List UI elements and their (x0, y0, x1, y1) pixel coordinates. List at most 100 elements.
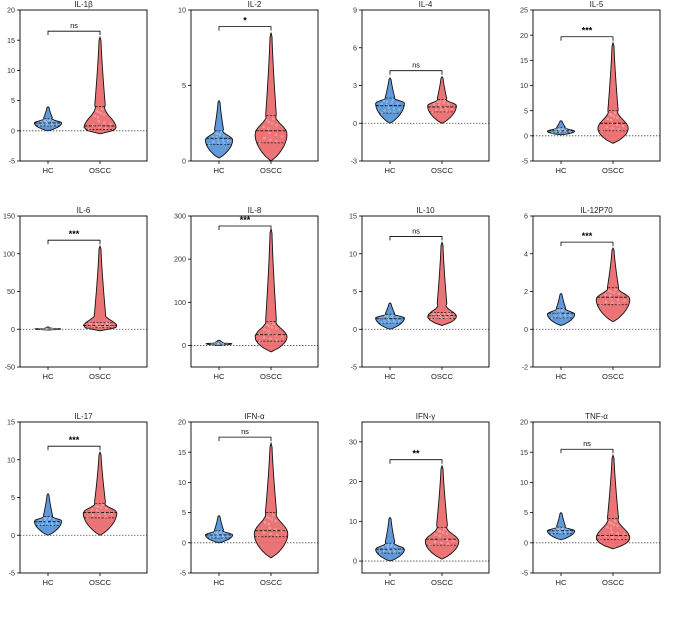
data-point (386, 317, 389, 320)
data-point (604, 293, 607, 296)
data-point (97, 511, 100, 514)
data-point (110, 513, 113, 516)
data-point (569, 130, 572, 133)
data-point (96, 116, 100, 119)
y-tick-label: -5 (522, 569, 528, 578)
data-point (269, 138, 272, 141)
data-point (565, 528, 568, 531)
y-tick-label: 20 (520, 418, 528, 427)
significance-bracket (47, 445, 101, 451)
data-point (51, 523, 54, 526)
chart-svg: -5 0 5 10 15 HC OSCC *** (7, 418, 148, 587)
x-tick-label: HC (556, 578, 567, 587)
data-point (440, 541, 443, 545)
data-point (554, 128, 557, 131)
data-point (442, 101, 445, 105)
significance-label: *** (69, 229, 80, 239)
data-point (434, 533, 437, 536)
chart-title: IL-4 (418, 0, 433, 9)
x-tick-label: OSCC (89, 372, 111, 381)
y-tick-label: 6 (353, 43, 357, 52)
data-point (385, 100, 388, 103)
data-point (562, 308, 565, 311)
chart-svg: -5 0 5 10 15 HC OSCC ns (349, 212, 490, 381)
chart-panel: IFN-γ 0 10 20 30 HC OSCC ** (342, 412, 513, 618)
chart-panel: IL-6 -50 0 50 100 150 HC OSCC *** (0, 206, 171, 412)
data-point (600, 129, 603, 132)
data-point (559, 315, 562, 318)
data-point (216, 534, 219, 537)
data-point (388, 321, 391, 324)
data-point (609, 119, 613, 122)
data-point (386, 315, 389, 318)
data-point (394, 545, 397, 548)
data-point (443, 99, 446, 102)
data-point (91, 325, 95, 328)
data-point (105, 507, 108, 510)
y-tick-label: 20 (520, 31, 528, 40)
data-point (272, 117, 275, 120)
data-point (552, 528, 555, 531)
y-tick-label: 300 (174, 212, 186, 221)
data-point (101, 108, 104, 111)
y-tick-label: 0 (524, 131, 528, 140)
violin-oscc (427, 75, 457, 124)
data-point (262, 531, 266, 534)
data-point (217, 536, 220, 539)
data-point (223, 532, 226, 535)
plot-frame (532, 9, 661, 162)
y-tick-label: 20 (7, 6, 15, 15)
data-point (268, 120, 271, 124)
y-tick-label: -5 (9, 157, 15, 166)
data-point (210, 343, 213, 346)
data-point (613, 291, 616, 294)
data-point (446, 543, 449, 546)
chart-svg: -2 0 2 4 6 HC OSCC *** (522, 212, 661, 381)
chart-panel: IL-2 0 5 10 HC OSCC * (171, 0, 342, 206)
data-point (442, 313, 445, 316)
significance-label: ns (241, 427, 249, 436)
data-point (52, 327, 55, 330)
data-point (274, 334, 277, 337)
y-tick-label: -5 (351, 363, 357, 372)
significance-label: ns (70, 21, 78, 30)
data-point (214, 342, 217, 345)
data-point (107, 323, 110, 326)
data-point (437, 529, 440, 532)
y-tick-label: 15 (7, 418, 15, 427)
data-point (44, 519, 47, 522)
y-tick-label: 5 (11, 96, 15, 105)
plot-frame (361, 9, 490, 162)
data-point (397, 108, 401, 111)
y-tick-label: 10 (7, 66, 15, 75)
significance-bracket (218, 26, 272, 31)
data-point (268, 517, 271, 520)
data-point (263, 136, 266, 140)
data-point (398, 319, 401, 323)
data-point (45, 327, 48, 331)
data-point (265, 323, 268, 327)
data-point (439, 530, 442, 533)
data-point (39, 519, 42, 522)
data-point (214, 530, 217, 534)
data-point (614, 519, 617, 523)
significance-label: *** (582, 231, 593, 241)
data-point (89, 323, 92, 326)
x-tick-label: OSCC (602, 166, 624, 175)
data-point (565, 310, 568, 313)
significance-bracket (218, 225, 272, 230)
data-point (96, 505, 99, 508)
x-tick-label: HC (385, 372, 396, 381)
data-point (98, 125, 101, 128)
plot-frame (361, 421, 490, 574)
plot-frame (190, 421, 319, 574)
data-point (606, 526, 609, 529)
data-point (380, 316, 383, 319)
chart-svg: -5 0 5 10 15 20 HC OSCC ns (7, 6, 148, 175)
data-point (50, 521, 54, 524)
y-tick-label: 5 (11, 493, 15, 502)
x-tick-label: OSCC (89, 578, 111, 587)
data-point (380, 103, 383, 106)
violin-oscc (82, 244, 118, 332)
